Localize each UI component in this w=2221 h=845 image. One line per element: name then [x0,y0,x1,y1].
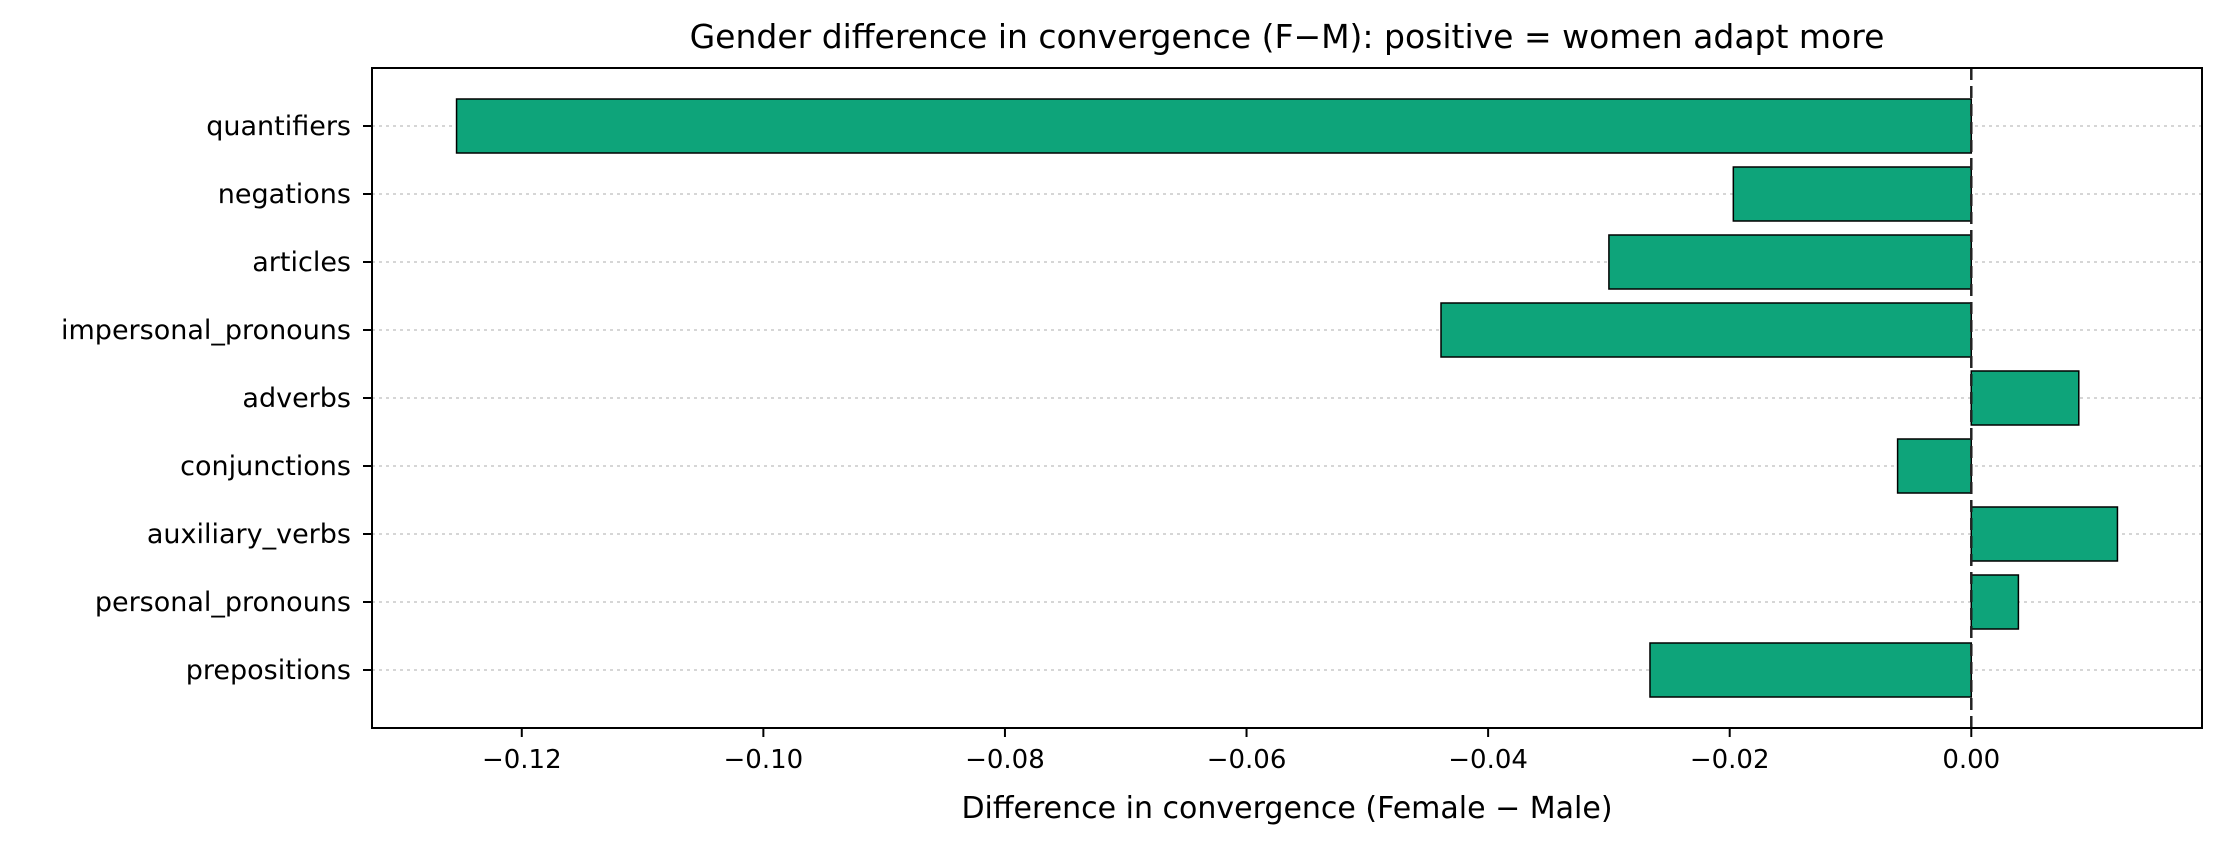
y-tick-label: negations [218,179,351,210]
y-tick-label: conjunctions [180,451,351,482]
chart-title: Gender difference in convergence (F−M): … [690,17,1885,56]
y-tick-label: articles [252,247,351,278]
y-tick-label: prepositions [186,655,351,686]
bar-layer [455,98,2119,698]
x-tick-label: −0.04 [1448,745,1528,775]
x-axis-label: Difference in convergence (Female − Male… [961,791,1612,826]
bar-adverbs [1970,370,2080,426]
y-tick-label: impersonal_pronouns [61,315,351,346]
y-tick-label: adverbs [242,383,351,414]
bar-negations [1732,166,1973,222]
bar-prepositions [1649,642,1973,698]
x-tick-label: −0.02 [1690,745,1770,775]
x-axis: −0.12 −0.10 −0.08 −0.06 −0.04 −0.02 0.00 [482,728,2000,775]
x-tick-label: −0.06 [1207,745,1287,775]
bar-articles [1608,234,1973,290]
y-axis: quantifiers negations articles impersonal_p… [61,111,372,686]
bar-conjunctions [1896,438,1973,494]
x-tick-label: −0.12 [482,745,562,775]
x-tick-label: 0.00 [1942,745,2000,775]
bar-impersonal-pronouns [1440,302,1973,358]
y-tick-label: auxiliary_verbs [147,519,351,550]
bar-personal-pronouns [1970,574,2020,630]
bar-quantifiers [455,98,1973,154]
x-tick-label: −0.08 [965,745,1045,775]
x-tick-label: −0.10 [724,745,804,775]
bar-auxiliary-verbs [1970,506,2119,562]
y-tick-label: quantifiers [206,111,351,142]
y-tick-label: personal_pronouns [95,587,351,618]
